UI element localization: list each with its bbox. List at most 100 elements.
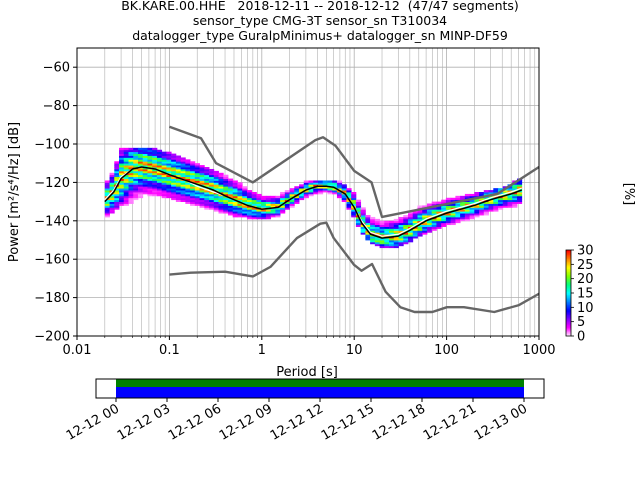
histogram-cell [289,190,295,193]
histogram-cell [185,182,191,185]
colorbar-segment [566,334,571,337]
histogram-cell [119,165,125,168]
histogram-cell [152,168,158,172]
histogram-cell [142,151,148,154]
histogram-cell [261,215,267,218]
histogram-cell [370,241,376,245]
histogram-cell [355,211,362,214]
histogram-cell [232,211,238,214]
colorbar-segment [566,311,571,314]
histogram-cell [384,240,390,243]
histogram-cell [161,165,167,168]
histogram-cell [460,215,466,218]
histogram-cell [483,213,489,216]
histogram-cell [137,170,144,174]
histogram-cell [147,184,153,187]
histogram-cell [114,197,120,201]
histogram-cell [256,215,262,218]
histogram-cell [161,193,167,197]
histogram-cell [166,188,172,191]
histogram-cell [209,192,215,195]
histogram-cell [209,184,215,187]
histogram-cell [507,203,513,206]
histogram-cell [180,159,186,162]
colorbar-segment [566,265,571,268]
colorbar-segment [566,255,571,258]
histogram-cell [152,155,158,158]
histogram-cell [156,172,163,176]
histogram-cell [190,165,196,168]
histogram-cell [512,193,518,197]
histogram-cell [190,178,196,181]
colorbar-segment [566,304,571,307]
histogram-cell [346,188,352,191]
histogram-cell [445,213,452,216]
histogram-cell [412,228,418,231]
histogram-cell [431,209,437,212]
colorbar-segment [566,278,571,281]
histogram-cell [384,230,390,233]
y-tick-label: −100 [34,138,70,153]
histogram-cell [322,188,328,191]
histogram-cell [389,240,395,243]
histogram-cell [242,186,248,189]
histogram-cell [123,188,129,191]
histogram-cell [199,190,205,193]
histogram-cell [128,155,134,158]
histogram-cell [336,180,343,183]
histogram-cell [142,161,148,164]
histogram-cell [180,192,186,195]
histogram-cell [199,192,205,195]
histogram-cell [104,209,110,212]
histogram-cell [493,190,499,193]
histogram-cell [502,195,508,199]
histogram-cell [393,228,399,231]
histogram-cell [128,157,134,160]
histogram-cell [171,168,177,172]
histogram-cell [479,205,485,208]
histogram-cell [209,170,215,174]
histogram-cell [175,161,182,164]
colorbar-segment [566,331,571,334]
histogram-cell [284,190,290,193]
histogram-cell [147,149,153,153]
histogram-cell [422,211,428,214]
histogram-cell [251,201,257,204]
histogram-cell [346,203,352,206]
histogram-cell [114,174,120,178]
histogram-cell [213,182,219,185]
histogram-cell [445,220,452,224]
histogram-cell [232,205,238,208]
histogram-cell [483,211,489,214]
histogram-cell [166,163,172,166]
histogram-cell [483,203,489,206]
histogram-cell [408,240,414,243]
histogram-cell [332,192,338,195]
histogram-cell [119,184,125,187]
histogram-cell [516,201,523,204]
histogram-cell [507,190,513,193]
histogram-cell [360,230,366,233]
histogram-cell [308,186,314,189]
histogram-cell [109,186,115,189]
histogram-cell [161,190,167,193]
histogram-cell [218,178,224,181]
histogram-cell [336,193,343,197]
histogram-cell [507,201,513,204]
histogram-cell [450,205,456,208]
histogram-cell [284,205,290,208]
histogram-cell [204,182,210,185]
histogram-cell [175,180,182,183]
histogram-cell [185,199,191,202]
histogram-cell [223,211,229,214]
x-tick-label: 0.1 [159,343,180,358]
histogram-cell [166,193,172,197]
histogram-cell [128,163,134,166]
histogram-cell [379,238,385,241]
histogram-cell [318,192,324,195]
histogram-cell [152,170,158,174]
histogram-cell [479,197,485,201]
histogram-cell [218,211,224,214]
colorbar-segment [566,307,571,310]
histogram-cell [280,207,286,210]
